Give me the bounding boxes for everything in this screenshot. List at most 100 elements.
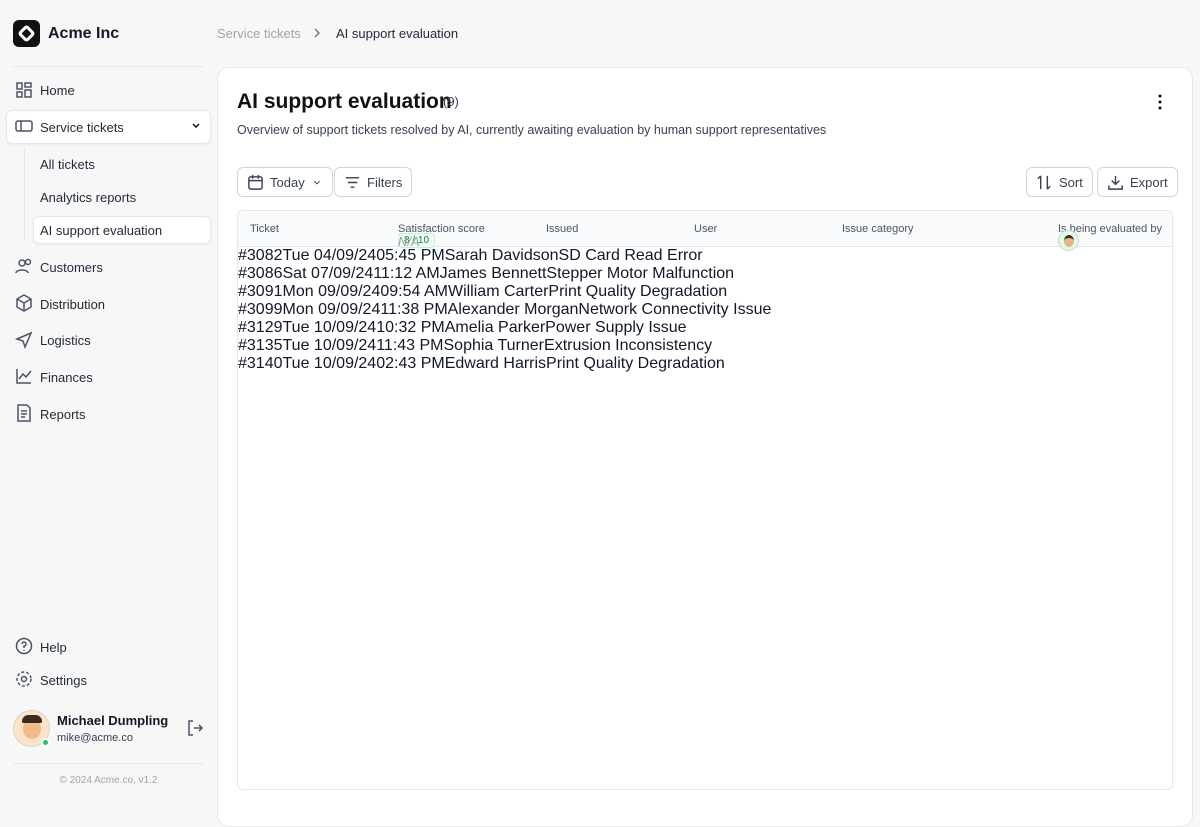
date-label: Today — [270, 174, 305, 190]
nav-item[interactable]: Home — [40, 83, 75, 98]
issue-category: Print Quality Degradation — [548, 283, 728, 300]
issued-date: Tue 04/09/24 — [282, 247, 377, 264]
nav-subitem[interactable]: Analytics reports — [40, 190, 137, 205]
user-name: Amelia Parker — [444, 319, 546, 336]
icon — [16, 82, 32, 98]
tickets-table: Ticket Satisfaction score Issued User Issue … — [237, 210, 1173, 790]
issued-date: Tue 10/09/24 — [282, 355, 377, 372]
issued-time: 09:54 AM — [380, 283, 448, 300]
user-name: William Carter — [447, 283, 549, 300]
issue-category: SD Card Read Error — [558, 247, 703, 264]
column-header: Satisfaction score — [398, 223, 485, 235]
sort-button[interactable]: Sort — [1026, 167, 1093, 197]
user-name: James Bennett — [439, 265, 547, 282]
nav-selected[interactable] — [6, 110, 211, 144]
issued-date: Mon 09/09/24 — [282, 283, 381, 300]
table-row[interactable]: #3082 N/A Tue 04/09/2405:45 PMSarah Davids… — [238, 234, 1172, 265]
nav-item[interactable]: Help — [40, 640, 67, 655]
issue-category: Extrusion Inconsistency — [544, 337, 713, 354]
ticket-id: #3140 — [238, 355, 283, 372]
ticket-id: #3082 — [238, 247, 283, 264]
nav-item[interactable]: Logistics — [40, 333, 91, 348]
nav-subitem[interactable]: All tickets — [40, 157, 95, 172]
nav-item[interactable]: Service tickets — [40, 120, 124, 135]
issued-time: 02:43 PM — [376, 355, 445, 372]
nav-item[interactable]: Distribution — [40, 297, 106, 312]
nav-item[interactable]: Settings — [40, 673, 87, 688]
nav-selected[interactable] — [33, 216, 211, 244]
ticket-id: #3129 — [238, 319, 283, 336]
issued-time: 11:12 AM — [373, 265, 440, 282]
ticket-id: #3099 — [238, 301, 283, 318]
page-description: Overview of support tickets resolved by … — [237, 123, 827, 137]
icon — [15, 637, 33, 655]
filters-button[interactable]: Filters — [334, 167, 413, 197]
breadcrumb-link[interactable]: Service tickets — [217, 26, 301, 41]
date-filter[interactable]: Today — [237, 167, 333, 197]
issued-date: Tue 10/09/24 — [282, 337, 377, 354]
issue-category: Power Supply Issue — [545, 319, 687, 336]
issued-time: 11:43 PM — [376, 337, 444, 354]
issued-time: 05:45 PM — [376, 247, 445, 264]
icon — [15, 258, 32, 274]
more-button[interactable] — [1152, 93, 1168, 111]
export-button[interactable]: Export — [1097, 167, 1178, 197]
nav-subitem[interactable]: AI support evaluation — [40, 223, 163, 238]
issued-time: 11:38 PM — [380, 301, 448, 318]
column-header: Ticket — [250, 223, 279, 235]
table-header: Ticket Satisfaction score Issued User Issue … — [238, 211, 1172, 247]
ticket-id: #3091 — [238, 283, 283, 300]
user-name: Sophia Turner — [443, 337, 545, 354]
table-row[interactable]: #3140 N/A Tue 10/09/2402:43 PMEdward Harri… — [238, 234, 1172, 373]
table-row[interactable]: #3099 N/A Mon 09/09/2411:38 PMAlexander Mo… — [238, 234, 1172, 319]
score-badge: 8 / 10 — [398, 233, 436, 248]
breadcrumb-current: AI support evaluation — [336, 26, 459, 41]
chevron — [192, 123, 200, 129]
table-row[interactable]: #30916 / 10Mon 09/09/2409:54 AMWilliam C… — [238, 230, 1172, 301]
user-avatar[interactable] — [13, 710, 50, 747]
icon — [15, 331, 33, 349]
nav-item[interactable]: Reports — [40, 407, 86, 422]
issue-category: Network Connectivity Issue — [578, 301, 772, 318]
sort-label: Sort — [1059, 174, 1083, 190]
score-na: N/A — [398, 234, 420, 249]
icon — [17, 404, 31, 422]
ticket-id: #3086 — [238, 265, 283, 282]
breadcrumb-separator — [314, 28, 320, 38]
issue-category: Stepper Motor Malfunction — [546, 265, 735, 282]
table-row[interactable]: #3135 8 / 10 Tue 10/09/2411:43 PMSophia Tu… — [238, 233, 1172, 355]
export-label: Export — [1130, 174, 1168, 190]
column-header: User — [694, 223, 718, 235]
issue-category: Print Quality Degradation — [546, 355, 725, 372]
user-name: Sarah Davidson — [444, 247, 559, 264]
logout-button[interactable] — [186, 719, 204, 737]
nav-item[interactable]: Customers — [40, 260, 103, 275]
ticket-id: #3135 — [238, 337, 283, 354]
logo — [13, 20, 40, 47]
app: Acme Inc Home Service tickets All ticket… — [6, 20, 1193, 827]
column-header: Issue category — [842, 223, 914, 235]
icon — [15, 120, 33, 132]
evaluator-avatar — [1058, 230, 1079, 251]
icon — [16, 671, 32, 687]
column-header: Issued — [546, 223, 579, 235]
icon — [16, 294, 32, 312]
brand: Acme Inc — [48, 25, 120, 42]
issued-date: Mon 09/09/24 — [282, 301, 381, 318]
user-name: Alexander Morgan — [447, 301, 579, 318]
icon — [16, 369, 32, 384]
issued-time: 10:32 PM — [376, 319, 445, 336]
user-email: mike@acme.co — [57, 732, 133, 744]
issued-date: Sat 07/09/24 — [282, 265, 374, 282]
filters-label: Filters — [367, 174, 403, 190]
issued-date: Tue 10/09/24 — [282, 319, 377, 336]
avatar-face — [1064, 235, 1074, 247]
nav-item[interactable]: Finances — [40, 370, 93, 385]
column-header: Is being evaluated by — [1058, 223, 1162, 235]
table-row[interactable]: #30869 / 10Sat 07/09/2411:12 AMJames Ben… — [238, 233, 1172, 283]
user-name: Michael Dumpling — [57, 713, 169, 728]
page-title: AI support evaluation — [237, 90, 452, 113]
user-name: Edward Harris — [444, 355, 547, 372]
footer: © 2024 Acme.co, v1.2 — [59, 775, 158, 786]
